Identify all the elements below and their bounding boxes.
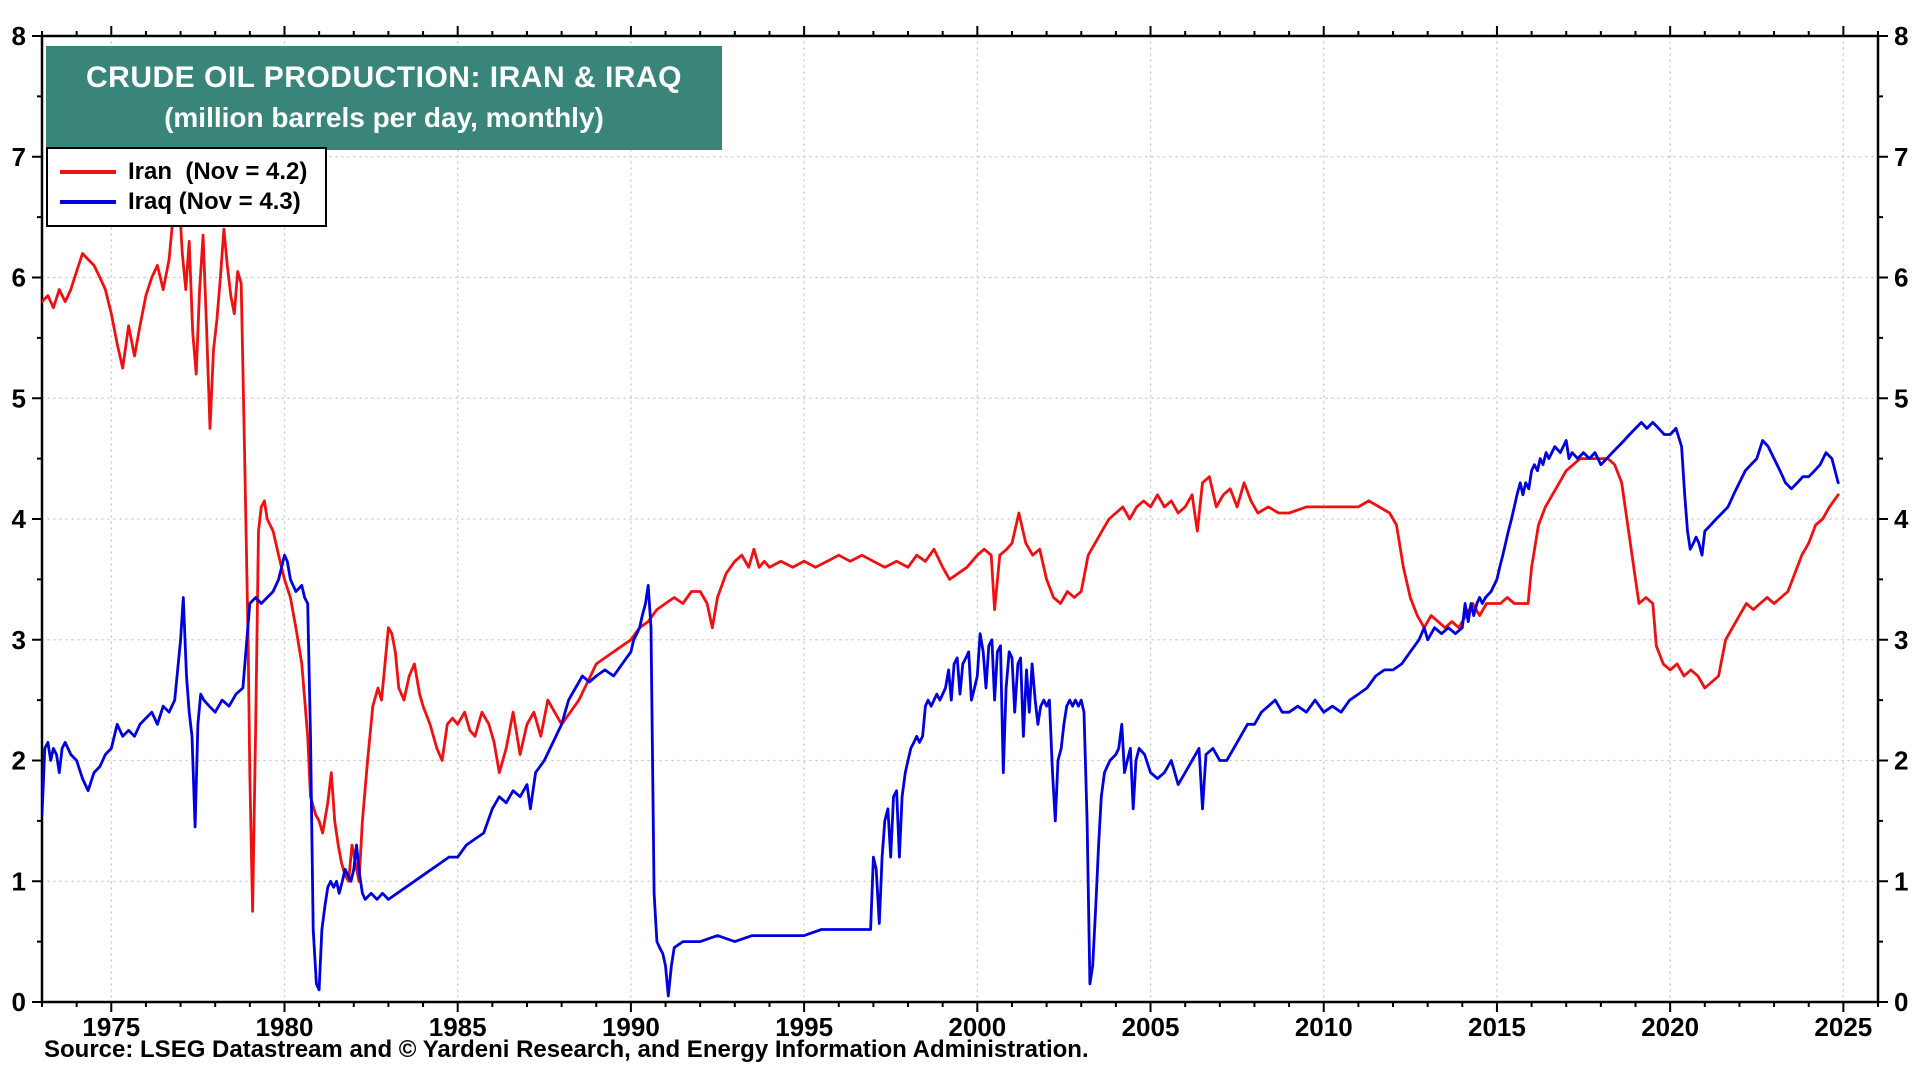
x-tick-label: 2015	[1468, 1012, 1526, 1042]
chart-subtitle: (million barrels per day, monthly)	[164, 101, 604, 133]
legend: Iran (Nov = 4.2) Iraq (Nov = 4.3)	[46, 147, 328, 227]
plot-frame	[40, 34, 1880, 1004]
y-tick-label-right: 3	[1894, 625, 1908, 655]
x-tick-label: 1985	[429, 1012, 487, 1042]
y-tick-label-right: 5	[1894, 383, 1908, 413]
x-tick-label: 2010	[1295, 1012, 1353, 1042]
y-tick-label-left: 2	[12, 746, 26, 776]
grid	[41, 35, 1879, 1003]
y-tick-label-left: 8	[12, 21, 26, 51]
legend-label-iraq: Iraq (Nov = 4.3)	[128, 188, 301, 215]
y-tick-label-right: 1	[1894, 866, 1908, 896]
axis-labels: 1975 1980 1985 1990 1995 2000 2005 2010 2015 2020…	[12, 21, 1909, 1042]
y-tick-label-right: 7	[1894, 142, 1908, 172]
x-tick-label: 2025	[1814, 1012, 1872, 1042]
y-tick-label-left: 4	[12, 504, 27, 534]
x-tick-label: 1975	[82, 1012, 140, 1042]
y-tick-label-right: 2	[1894, 746, 1908, 776]
iraq-line-swatch	[60, 200, 116, 204]
y-tick-label-left: 1	[12, 866, 26, 896]
y-tick-label-right: 0	[1894, 987, 1908, 1017]
iran-series-line	[42, 191, 1840, 913]
y-tick-label-left: 6	[12, 263, 26, 293]
y-tick-label-left: 3	[12, 625, 26, 655]
y-tick-label-left: 7	[12, 142, 26, 172]
iran-line-swatch	[60, 170, 116, 174]
source-note: Source: LSEG Datastream and © Yardeni Re…	[44, 1036, 1089, 1063]
x-tick-label: 2020	[1641, 1012, 1699, 1042]
y-tick-label-right: 6	[1894, 263, 1908, 293]
y-tick-label-left: 5	[12, 383, 26, 413]
chart-title-box: CRUDE OIL PRODUCTION: IRAN & IRAQ (milli…	[46, 46, 722, 151]
y-tick-label-right: 4	[1894, 504, 1909, 534]
x-tick-label: 1990	[602, 1012, 660, 1042]
legend-label-iran: Iran (Nov = 4.2)	[128, 158, 308, 185]
legend-item-iran: Iran (Nov = 4.2)	[60, 157, 307, 187]
y-tick-label-left: 0	[12, 987, 26, 1017]
series-lines	[42, 191, 1840, 998]
x-tick-label: 2000	[948, 1012, 1006, 1042]
legend-item-iraq: Iraq (Nov = 4.3)	[60, 187, 307, 217]
y-tick-label-right: 8	[1894, 21, 1908, 51]
chart-title: CRUDE OIL PRODUCTION: IRAN & IRAQ	[86, 61, 682, 94]
x-tick-label: 2005	[1122, 1012, 1180, 1042]
x-tick-label: 1980	[256, 1012, 314, 1042]
x-tick-label: 1995	[775, 1012, 833, 1042]
iraq-series-line	[42, 420, 1840, 998]
